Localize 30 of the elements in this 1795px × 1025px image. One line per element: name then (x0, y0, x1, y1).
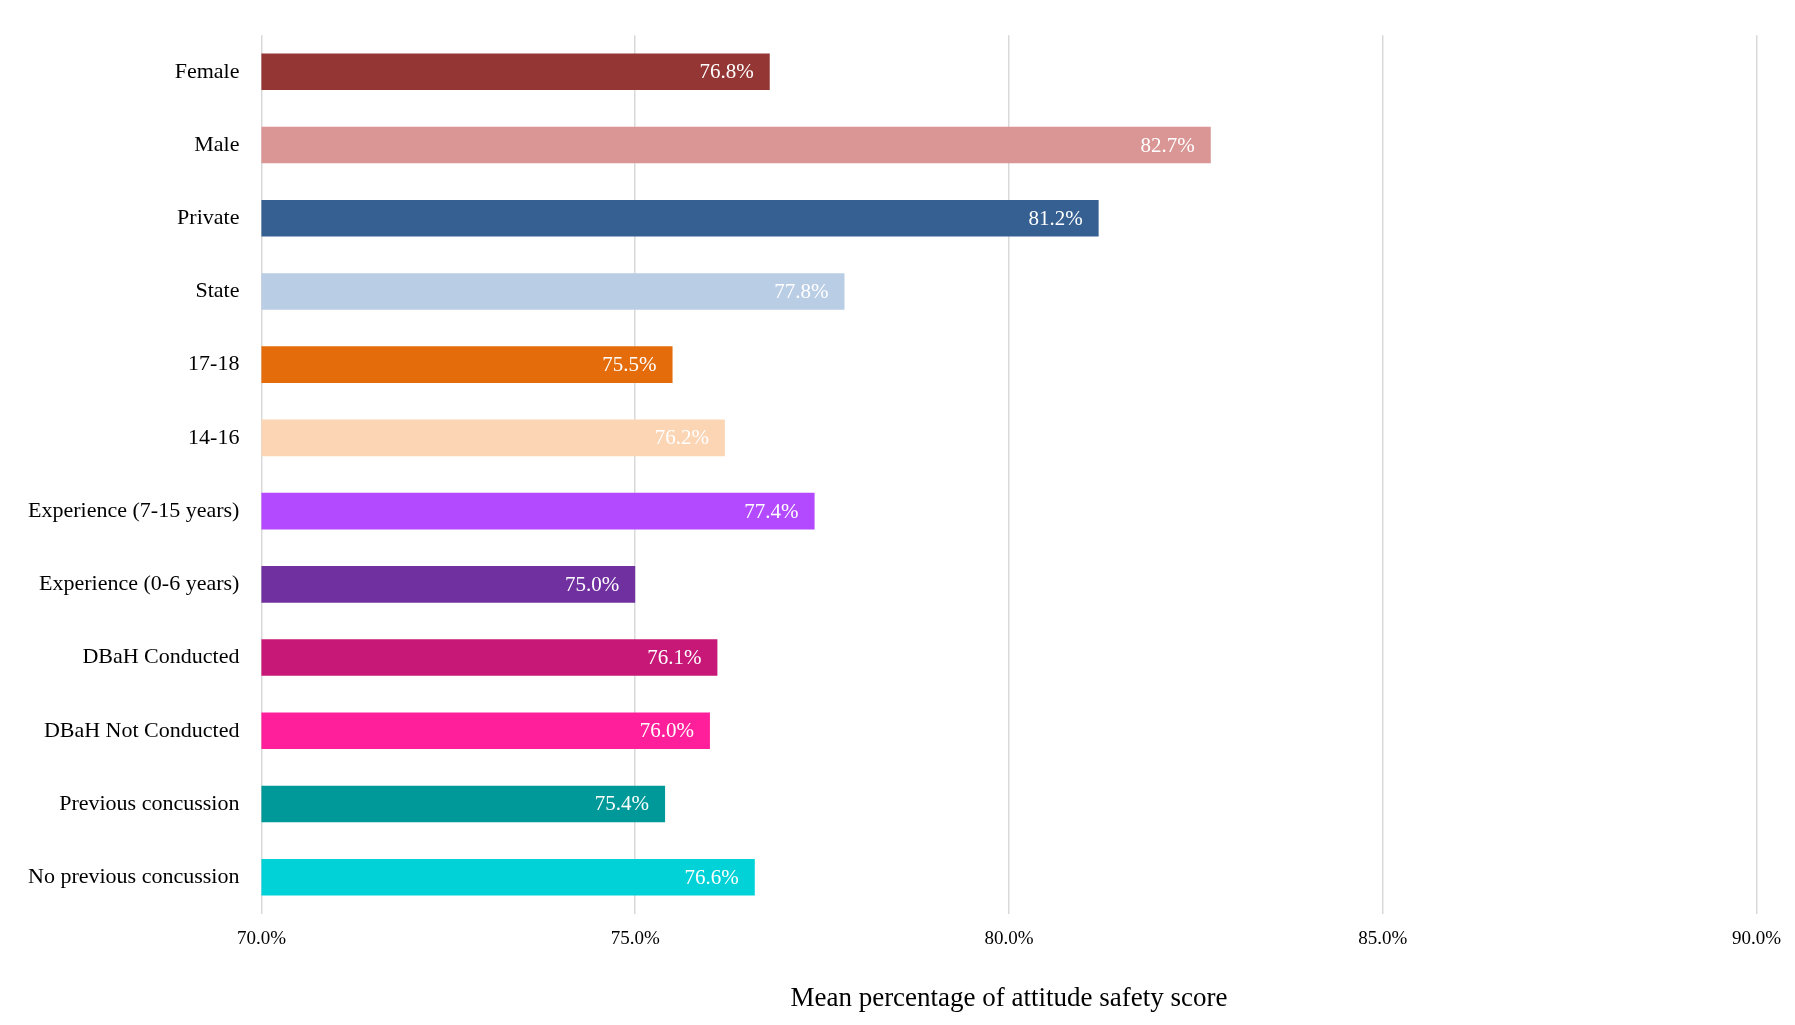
y-tick-label: Experience (0-6 years) (39, 570, 240, 596)
x-tick-label: 75.0% (610, 927, 660, 949)
data-label: 76.6% (684, 864, 739, 889)
y-tick-label: Female (174, 57, 240, 83)
y-tick-label: No previous concussion (28, 862, 240, 888)
data-label: 75.0% (564, 571, 620, 596)
data-label: 77.4% (744, 498, 799, 523)
x-tick-label: 90.0% (1731, 927, 1782, 949)
data-label: 76.2% (654, 425, 709, 450)
x-tick-label: 70.0% (236, 927, 287, 949)
y-tick-label: 17-18 (188, 350, 240, 376)
data-label: 76.1% (647, 645, 702, 670)
y-tick-label: DBaH Not Conducted (43, 716, 240, 742)
data-label: 81.2% (1028, 205, 1083, 230)
x-tick-label: 85.0% (1358, 927, 1408, 949)
x-axis-title: Mean percentage of attitude safety score (790, 981, 1228, 1012)
data-label: 82.7% (1140, 132, 1195, 157)
data-label: 77.8% (774, 278, 829, 303)
data-label: 76.8% (699, 59, 754, 84)
y-tick-label: DBaH Conducted (82, 643, 240, 669)
y-tick-label: State (195, 277, 240, 303)
x-tick-label: 80.0% (984, 927, 1034, 949)
y-tick-label: Previous concussion (59, 789, 240, 815)
data-label: 76.0% (639, 718, 694, 743)
y-tick-label: Private (177, 204, 240, 230)
y-tick-label: 14-16 (188, 423, 240, 449)
data-label: 75.4% (594, 791, 650, 816)
y-tick-label: Experience (7-15 years) (28, 496, 240, 522)
y-tick-label: Male (194, 130, 240, 156)
data-label: 75.5% (602, 352, 657, 377)
